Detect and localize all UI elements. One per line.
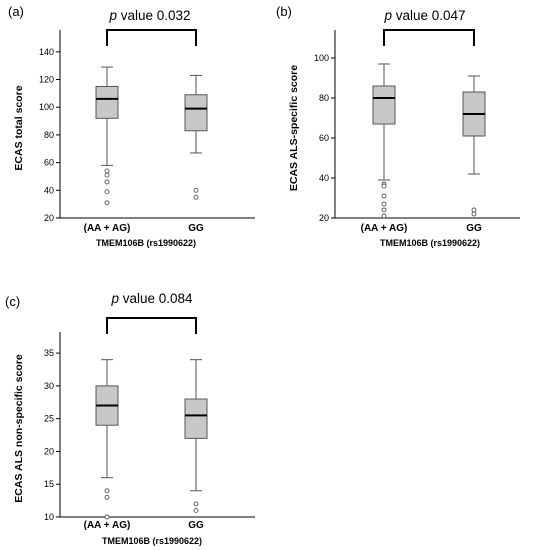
y-tick-label: 140 [39,47,54,57]
outlier-point [104,488,110,494]
outlier-point [471,211,477,217]
significance-bracket [106,317,197,334]
outlier-point [193,501,199,507]
outlier-point [104,189,110,195]
outlier-point [381,183,387,189]
outlier-point [104,200,110,206]
iqr-box [372,85,396,125]
iqr-box [95,85,119,119]
outlier-point [104,168,110,174]
p-italic: p [383,8,392,23]
y-tick-label: 40 [44,185,54,195]
box-1 [184,74,208,200]
significance-label: p value 0.084 [110,291,193,306]
y-tick-label: 60 [44,158,54,168]
box-1 [184,359,208,513]
significance-label: p value 0.047 [383,8,465,23]
y-tick-label: 100 [314,53,329,63]
p-value-text: value 0.047 [392,8,466,23]
significance-bracket [383,29,475,46]
panel-label: (a) [8,4,24,19]
category-label: (AA + AG) [84,520,131,531]
y-tick-label: 120 [39,75,54,85]
x-axis-title: TMEM106B (rs1990622) [380,238,480,248]
significance-bracket [106,29,197,46]
panel-b: (b) p value 0.047 20 40 60 80 100 ECAS ALS-spec… [276,4,520,248]
panel-label: (c) [5,294,20,309]
outlier-point [104,514,110,520]
y-tick-label: 10 [44,512,54,522]
iqr-box [184,94,208,132]
y-axis-title: ECAS ALS non-specific score [13,354,25,503]
y-tick-label: 60 [319,133,329,143]
significance-label: p value 0.032 [108,8,190,23]
y-tick-label: 25 [44,414,54,424]
y-tick-label: 30 [44,381,54,391]
x-axis-title: TMEM106B (rs1990622) [96,238,196,248]
category-label: (AA + AG) [84,223,131,234]
outlier-point [381,213,387,219]
box-0 [95,359,119,520]
y-tick-label: 20 [44,213,54,223]
p-italic: p [110,291,119,306]
y-tick-label: 35 [44,348,54,358]
outlier-point [381,193,387,199]
category-label: GG [466,223,482,234]
panel-a: (a) p value 0.032 20 40 60 80 100 120 140 ECAS to… [8,4,255,248]
category-label: (AA + AG) [361,223,408,234]
p-value-text: value 0.084 [119,291,193,306]
panel-label: (b) [276,4,292,19]
box-0 [95,66,119,206]
outlier-point [381,207,387,213]
category-label: GG [188,520,204,531]
y-tick-label: 100 [39,102,54,112]
iqr-box [184,398,208,439]
y-tick-label: 80 [319,93,329,103]
outlier-point [381,201,387,207]
y-tick-label: 20 [319,213,329,223]
y-tick-label: 40 [319,173,329,183]
panel-c: (c) p value 0.084 10 15 20 25 30 35 ECAS ALS non… [5,291,255,546]
box-0 [372,63,396,219]
outlier-point [471,207,477,213]
outlier-point [193,507,199,513]
box-1 [462,75,486,217]
category-label: GG [188,223,204,234]
y-tick-label: 15 [44,479,54,489]
p-italic: p [108,8,117,23]
outlier-point [193,187,199,193]
y-tick-label: 80 [44,130,54,140]
y-axis-title: ECAS total score [13,85,25,170]
outlier-point [193,194,199,200]
outlier-point [104,172,110,178]
y-tick-label: 20 [44,446,54,456]
p-value-text: value 0.032 [117,8,191,23]
x-axis-title: TMEM106B (rs1990622) [102,536,202,546]
outlier-point [104,179,110,185]
outlier-point [104,494,110,500]
y-axis-title: ECAS ALS-specific score [288,65,300,191]
